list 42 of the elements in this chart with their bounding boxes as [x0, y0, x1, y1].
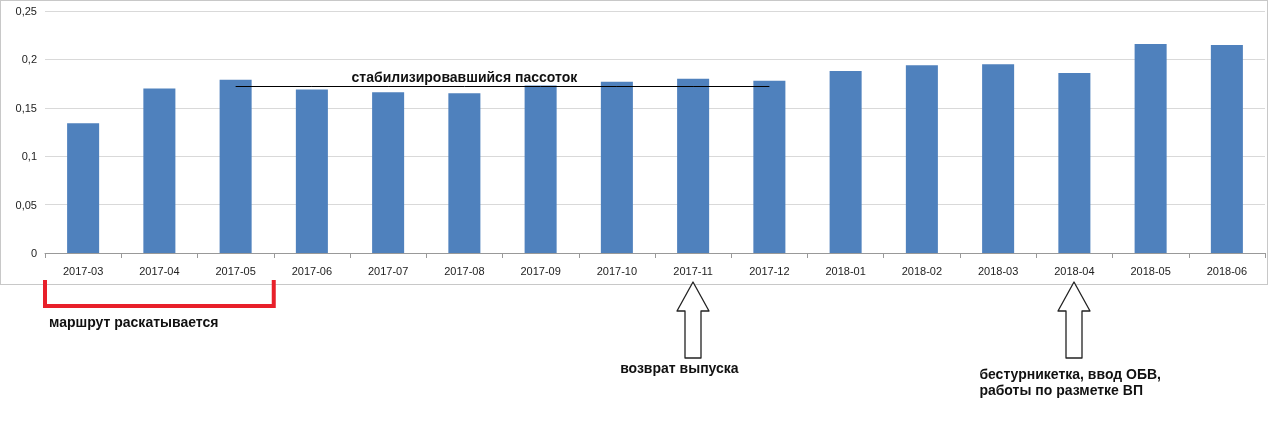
text: бестурникетка, ввод ОБВ, работы по разметке ВП — [979, 366, 1162, 398]
x-tick-label: 2018-01 — [825, 264, 866, 277]
x-tick-label: 2017-09 — [520, 264, 561, 277]
bar — [372, 92, 405, 253]
text: возврат выпуска — [620, 360, 739, 376]
y-tick-label: 0,15 — [15, 101, 37, 114]
bar — [219, 79, 252, 253]
bar — [677, 78, 710, 253]
bar — [982, 64, 1015, 253]
y-tick-label: 0,2 — [21, 53, 37, 66]
x-tick-label: 2017-10 — [596, 264, 638, 277]
x-tick-label: 2018-02 — [901, 264, 943, 277]
x-tick-label: 2017-06 — [291, 264, 333, 277]
bar — [1058, 72, 1091, 253]
y-tick-label: 0,25 — [15, 5, 37, 17]
bar — [295, 89, 328, 253]
x-tick-label: 2017-12 — [749, 264, 790, 277]
x-tick-label: 2017-04 — [139, 264, 180, 277]
bar — [1210, 44, 1243, 253]
x-tick-label: 2018-03 — [977, 264, 1019, 277]
series-label: стабилизировавшийся пассоток — [351, 68, 579, 85]
y-tick-label: 0 — [30, 247, 37, 259]
bar — [524, 85, 557, 253]
x-tick-label: 2017-08 — [444, 264, 485, 277]
bar — [905, 65, 938, 253]
x-tick-label: 2018-05 — [1130, 264, 1171, 277]
text: маршрут раскатывается — [49, 314, 219, 330]
bar — [829, 71, 862, 253]
bar — [1134, 43, 1167, 253]
bar — [448, 93, 481, 253]
bar — [143, 88, 176, 253]
x-tick-label: 2017-03 — [62, 264, 104, 277]
x-tick-label: 2018-06 — [1206, 264, 1248, 277]
x-tick-label: 2017-07 — [367, 264, 409, 277]
x-tick-label: 2018-04 — [1054, 264, 1095, 277]
x-tick-label: 2017-05 — [215, 264, 256, 277]
y-tick-label: 0,1 — [21, 150, 37, 163]
y-tick-label: 0,05 — [15, 198, 37, 211]
bar — [67, 123, 100, 253]
bar — [600, 81, 633, 253]
bar — [753, 80, 786, 253]
x-tick-label: 2017-11 — [673, 264, 713, 277]
